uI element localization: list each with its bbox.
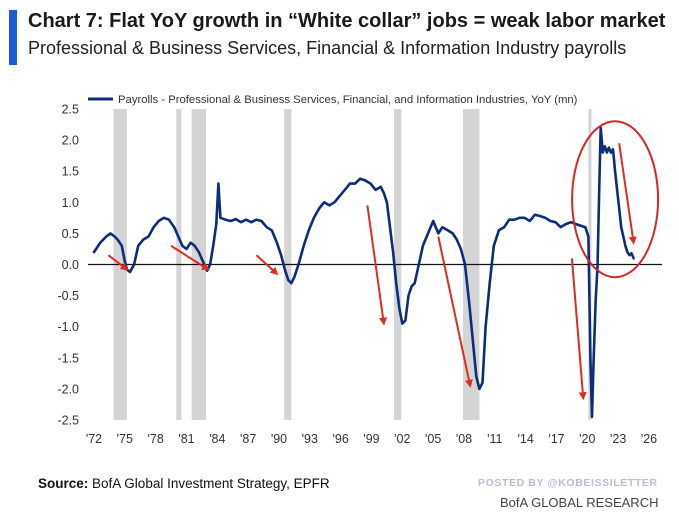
source-label: Source: [38, 476, 89, 491]
y-tick-label: 0.5 [62, 227, 79, 241]
y-tick-label: -2.0 [57, 382, 79, 396]
x-tick-label: '23 [610, 432, 626, 446]
y-tick-label: -2.5 [57, 414, 79, 428]
annotation-arrow-4 [366, 205, 387, 326]
x-tick-label: '78 [148, 432, 164, 446]
y-tick-label: -0.5 [57, 289, 79, 303]
source-text: BofA Global Investment Strategy, EPFR [92, 476, 330, 491]
x-tick-label: '11 [487, 432, 502, 446]
y-tick-label: -1.0 [57, 320, 79, 334]
highlight-circle [571, 120, 660, 279]
annotation-arrow-7 [618, 143, 637, 245]
annotation-arrow-6 [570, 258, 587, 401]
x-tick-label: '20 [579, 432, 595, 446]
x-tick-label: '08 [456, 432, 472, 446]
series-layer [92, 126, 635, 419]
legend: Payrolls - Professional & Business Servi… [88, 94, 578, 106]
x-tick-label: '14 [518, 432, 534, 446]
x-tick-label: '26 [641, 432, 657, 446]
y-tick-label: 2.5 [62, 103, 79, 117]
y-tick-label: 1.5 [62, 165, 79, 179]
x-tick-label: '81 [178, 432, 194, 446]
title-accent-bar [9, 10, 17, 65]
legend-label: Payrolls - Professional & Business Servi… [118, 94, 578, 106]
x-tick-label: '02 [394, 432, 410, 446]
x-tick-label: '05 [425, 432, 441, 446]
x-tick-label: '90 [271, 432, 287, 446]
x-tick-label: '17 [548, 432, 564, 446]
axes: 2.5 2.0 1.5 1.0 0.5 0.0 -0.5 -1.0 -1.5 -2.0 -2.5 '7… [57, 103, 662, 446]
y-tick-label: 2.0 [62, 134, 79, 148]
x-tick-label: '93 [302, 432, 318, 446]
y-tick-label: 0.0 [62, 258, 79, 272]
x-tick-label: '75 [117, 432, 133, 446]
annotations [107, 120, 660, 401]
y-tick-label: 1.0 [62, 196, 79, 210]
annotation-arrow-3 [255, 254, 279, 276]
brand-footer: BofA GLOBAL RESEARCH [500, 495, 659, 510]
chart-subtitle: Professional & Business Services, Financ… [28, 38, 627, 58]
source-note: Source: BofA Global Investment Strategy,… [38, 476, 330, 491]
x-tick-label: '72 [86, 432, 102, 446]
payrolls-chart: 2.5 2.0 1.5 1.0 0.5 0.0 -0.5 -1.0 -1.5 -2.0 -2.5 '7… [57, 94, 662, 446]
annotation-arrow-2 [170, 244, 210, 271]
y-tick-label: -1.5 [57, 351, 79, 365]
x-tick-label: '87 [240, 432, 256, 446]
x-tick-label: '84 [209, 432, 225, 446]
x-tick-label: '99 [363, 432, 379, 446]
annotation-arrow-1 [107, 254, 129, 271]
x-tick-label: '96 [333, 432, 349, 446]
series-line-payrolls [92, 126, 635, 419]
chart-title: Chart 7: Flat YoY growth in “White colla… [28, 10, 666, 32]
annotation-arrow-5 [437, 236, 473, 388]
posted-by-watermark: POSTED BY @KOBEISSILETTER [478, 477, 658, 489]
